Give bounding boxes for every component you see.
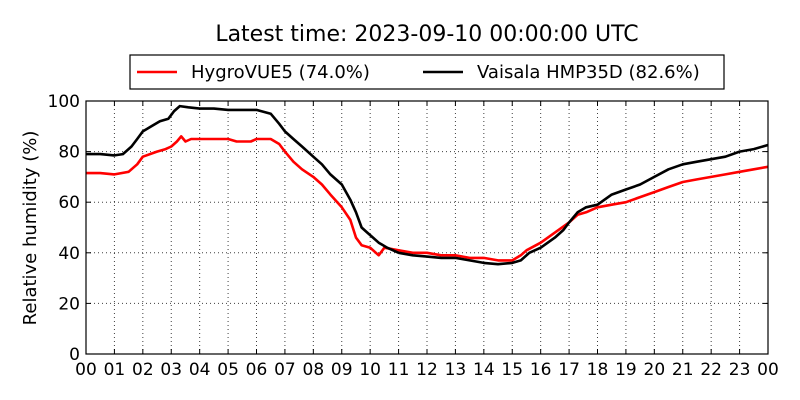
x-tick-label: 21 (672, 360, 694, 380)
x-tick-label: 15 (501, 360, 523, 380)
legend: HygroVUE5 (74.0%) Vaisala HMP35D (82.6%) (129, 54, 725, 90)
x-tick-label: 16 (530, 360, 552, 380)
x-tick-label: 08 (303, 360, 325, 380)
x-tick-label: 10 (359, 360, 381, 380)
y-tick-label: 80 (58, 143, 80, 163)
x-tick-label: 03 (160, 360, 182, 380)
series-group (86, 104, 769, 266)
y-axis-tick-labels: 0 20 40 60 80 100 (48, 92, 80, 365)
legend-label-hygrovue5: HygroVUE5 (74.0%) (191, 62, 370, 83)
y-tick-label: 100 (48, 92, 80, 112)
x-tick-label: 07 (274, 360, 296, 380)
x-tick-label: 14 (473, 360, 495, 380)
chart-title: Latest time: 2023-09-10 00:00:00 UTC (215, 22, 638, 47)
y-tick-label: 20 (58, 294, 80, 314)
y-tick-label: 40 (58, 244, 80, 264)
axis-ticks (85, 100, 769, 355)
x-axis-tick-labels: 00 01 02 03 04 05 06 07 08 09 10 11 12 13 14 15 16 17 18 19… (75, 360, 779, 380)
y-tick-label: 60 (58, 193, 80, 213)
x-tick-label: 02 (132, 360, 154, 380)
legend-label-vaisala: Vaisala HMP35D (82.6%) (477, 62, 700, 83)
x-tick-label: 20 (644, 360, 666, 380)
series-line-1 (86, 104, 769, 266)
x-tick-label: 05 (217, 360, 239, 380)
y-tick-label: 0 (69, 345, 80, 365)
x-tick-label: 13 (445, 360, 467, 380)
x-tick-label: 11 (388, 360, 410, 380)
x-tick-label: 12 (416, 360, 438, 380)
y-axis-label: Relative humidity (%) (20, 131, 41, 326)
x-tick-label: 23 (729, 360, 751, 380)
series-line-0 (86, 135, 769, 262)
x-tick-label: 01 (104, 360, 126, 380)
x-tick-label: 06 (246, 360, 268, 380)
x-tick-label: 00 (757, 360, 779, 380)
x-tick-label: 17 (558, 360, 580, 380)
x-tick-label: 19 (615, 360, 637, 380)
x-tick-label: 09 (331, 360, 353, 380)
x-tick-label: 00 (75, 360, 97, 380)
x-tick-label: 22 (700, 360, 722, 380)
x-tick-label: 18 (587, 360, 609, 380)
x-tick-label: 04 (189, 360, 211, 380)
